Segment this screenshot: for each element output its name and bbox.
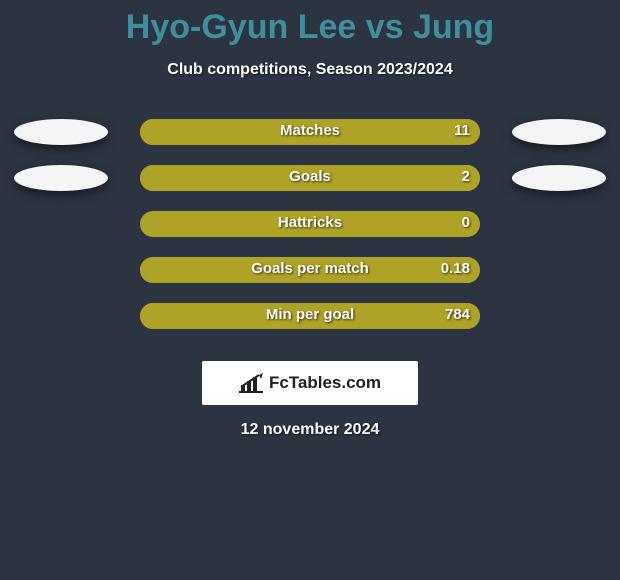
date-stamp: 12 november 2024 xyxy=(241,421,380,439)
player-right-ellipse xyxy=(512,119,606,145)
page-subtitle: Club competitions, Season 2023/2024 xyxy=(167,61,452,79)
stat-row: Goals2 xyxy=(0,165,620,211)
stats-bars-area: Matches11Goals2Hattricks0Goals per match… xyxy=(0,119,620,349)
comparison-infographic: Hyo-Gyun Lee vs Jung Club competitions, … xyxy=(0,0,620,439)
stat-bar-fill xyxy=(140,165,480,191)
player-right-ellipse xyxy=(512,165,606,191)
branding-text: FcTables.com xyxy=(269,373,381,393)
stat-row: Hattricks0 xyxy=(0,211,620,257)
player-left-ellipse xyxy=(14,165,108,191)
page-title: Hyo-Gyun Lee vs Jung xyxy=(126,8,494,47)
stat-bar-track xyxy=(140,211,480,237)
stat-bar-fill xyxy=(140,119,480,145)
stat-row: Matches11 xyxy=(0,119,620,165)
branding-badge: FcTables.com xyxy=(202,361,418,405)
stat-row: Goals per match0.18 xyxy=(0,257,620,303)
bar-chart-icon xyxy=(239,373,263,393)
player-left-ellipse xyxy=(14,119,108,145)
stat-row: Min per goal784 xyxy=(0,303,620,349)
stat-bar-fill xyxy=(140,257,480,283)
stat-bar-fill xyxy=(140,303,480,329)
